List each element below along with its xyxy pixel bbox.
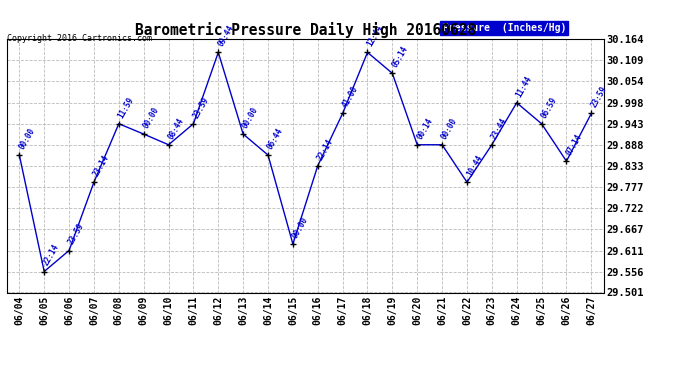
Text: 08:44: 08:44	[166, 116, 186, 141]
Text: 00:14: 00:14	[415, 116, 434, 141]
Text: 23:14: 23:14	[92, 153, 111, 178]
Text: 07:14: 07:14	[564, 132, 584, 157]
Text: 09:44: 09:44	[216, 24, 235, 48]
Text: 22:14: 22:14	[315, 137, 335, 162]
Text: 11:44: 11:44	[515, 74, 534, 99]
Text: 05:14: 05:14	[390, 45, 409, 69]
Text: 00:00: 00:00	[440, 116, 460, 141]
Text: 12:44: 12:44	[365, 24, 384, 48]
Text: 00:00: 00:00	[141, 105, 161, 130]
Text: 11:59: 11:59	[117, 95, 136, 120]
Text: 23:59: 23:59	[589, 85, 609, 109]
Text: 00:00: 00:00	[290, 215, 310, 240]
Title: Barometric Pressure Daily High 20160628: Barometric Pressure Daily High 20160628	[135, 22, 476, 38]
Text: 23:59: 23:59	[67, 222, 86, 246]
Text: 06:44: 06:44	[266, 126, 285, 151]
Text: 00:00: 00:00	[17, 126, 37, 151]
Text: Copyright 2016 Cartronics.com: Copyright 2016 Cartronics.com	[7, 34, 152, 43]
Text: 22:14: 22:14	[42, 243, 61, 267]
Text: 10:44: 10:44	[465, 153, 484, 178]
Text: 00:00: 00:00	[241, 105, 260, 130]
Text: 23:44: 23:44	[490, 116, 509, 141]
Text: 23:59: 23:59	[191, 95, 210, 120]
Text: 41:00: 41:00	[340, 85, 359, 109]
Text: Pressure  (Inches/Hg): Pressure (Inches/Hg)	[442, 23, 566, 33]
Text: 06:59: 06:59	[540, 95, 559, 120]
